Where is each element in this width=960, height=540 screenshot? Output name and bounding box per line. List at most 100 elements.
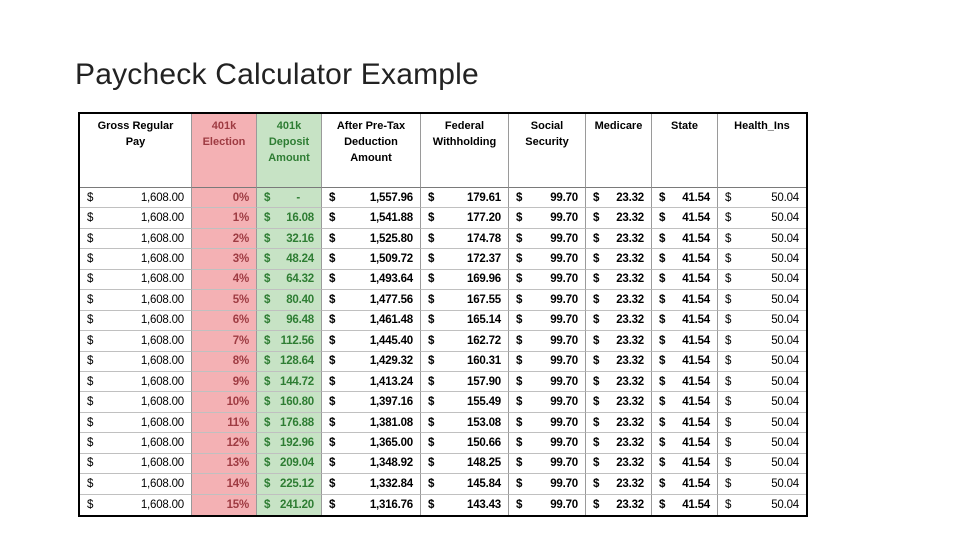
currency-symbol: $: [725, 334, 732, 347]
cell-value: 1,509.72: [369, 253, 413, 266]
cell-election: 3%: [192, 249, 257, 270]
currency-symbol: $: [725, 293, 732, 306]
cell-value: 41.54: [682, 293, 710, 306]
cell-federal: $148.25: [421, 453, 509, 475]
cell-federal: $169.96: [421, 269, 509, 291]
cell-ss: $99.70: [509, 208, 586, 229]
currency-symbol: $: [516, 334, 523, 347]
cell-after: $1,413.24: [322, 371, 421, 393]
column-header-state: State: [652, 114, 718, 188]
currency-symbol: $: [329, 293, 336, 306]
cell-federal: $172.37: [421, 249, 509, 270]
cell-value: 23.32: [616, 232, 644, 245]
cell-gross: $1,608.00: [80, 310, 192, 332]
cell-value: 50.04: [771, 232, 799, 245]
cell-value: 50.04: [771, 436, 799, 449]
currency-symbol: $: [87, 396, 94, 409]
cell-ss: $99.70: [509, 474, 586, 495]
cell-value: 241.20: [280, 498, 314, 511]
column-header-after: After Pre-Tax Deduction Amount: [322, 114, 421, 188]
percent-value: 8%: [232, 355, 249, 368]
cell-health: $50.04: [718, 413, 806, 434]
cell-health: $50.04: [718, 229, 806, 250]
cell-value: 99.70: [550, 232, 578, 245]
cell-election: 13%: [192, 453, 257, 475]
cell-value: 144.72: [280, 375, 314, 388]
cell-ss: $99.70: [509, 188, 586, 209]
currency-symbol: $: [329, 232, 336, 245]
cell-value: 1,608.00: [140, 355, 184, 368]
cell-value: 80.40: [286, 293, 314, 306]
currency-symbol: $: [659, 232, 666, 245]
cell-value: 177.20: [467, 212, 501, 225]
currency-symbol: $: [87, 457, 94, 470]
cell-value: 50.04: [771, 334, 799, 347]
cell-state: $41.54: [652, 494, 718, 515]
currency-symbol: $: [593, 314, 600, 327]
cell-value: 162.72: [467, 334, 501, 347]
cell-state: $41.54: [652, 371, 718, 393]
cell-value: 1,608.00: [140, 436, 184, 449]
currency-symbol: $: [264, 457, 271, 470]
cell-value: 1,608.00: [140, 232, 184, 245]
cell-deposit: $241.20: [257, 494, 322, 515]
currency-symbol: $: [516, 457, 523, 470]
cell-value: 23.32: [616, 396, 644, 409]
currency-symbol: $: [329, 396, 336, 409]
cell-value: 16.08: [286, 212, 314, 225]
cell-health: $50.04: [718, 290, 806, 311]
cell-value: 96.48: [286, 314, 314, 327]
cell-state: $41.54: [652, 351, 718, 372]
currency-symbol: $: [659, 334, 666, 347]
currency-symbol: $: [264, 477, 271, 490]
currency-symbol: $: [593, 355, 600, 368]
cell-health: $50.04: [718, 188, 806, 209]
currency-symbol: $: [659, 498, 666, 511]
cell-health: $50.04: [718, 311, 806, 332]
cell-state: $41.54: [652, 310, 718, 332]
percent-value: 6%: [232, 314, 249, 327]
currency-symbol: $: [516, 273, 523, 286]
currency-symbol: $: [593, 273, 600, 286]
currency-symbol: $: [264, 232, 271, 245]
percent-value: 2%: [232, 232, 249, 245]
cell-federal: $150.66: [421, 433, 509, 454]
currency-symbol: $: [659, 314, 666, 327]
cell-value: 1,608.00: [140, 375, 184, 388]
cell-deposit: $192.96: [257, 433, 322, 454]
cell-value: 50.04: [771, 498, 799, 511]
cell-value: 23.32: [616, 293, 644, 306]
cell-state: $41.54: [652, 433, 718, 454]
cell-value: 148.25: [467, 457, 501, 470]
cell-federal: $157.90: [421, 371, 509, 393]
currency-symbol: $: [428, 375, 435, 388]
cell-ss: $99.70: [509, 290, 586, 311]
cell-value: 99.70: [550, 191, 578, 204]
cell-ss: $99.70: [509, 269, 586, 291]
cell-value: 50.04: [771, 355, 799, 368]
cell-after: $1,509.72: [322, 249, 421, 270]
cell-value: 23.32: [616, 416, 644, 429]
cell-value: 99.70: [550, 212, 578, 225]
currency-symbol: $: [329, 334, 336, 347]
cell-election: 1%: [192, 208, 257, 229]
cell-value: 41.54: [682, 191, 710, 204]
cell-value: 1,397.16: [369, 396, 413, 409]
cell-value: 176.88: [280, 416, 314, 429]
currency-symbol: $: [329, 314, 336, 327]
cell-after: $1,365.00: [322, 433, 421, 454]
cell-value: 99.70: [550, 334, 578, 347]
cell-after: $1,445.40: [322, 331, 421, 352]
currency-symbol: $: [659, 436, 666, 449]
cell-state: $41.54: [652, 392, 718, 413]
currency-symbol: $: [725, 191, 732, 204]
page-title: Paycheck Calculator Example: [75, 58, 479, 91]
cell-value: 64.32: [286, 273, 314, 286]
currency-symbol: $: [264, 273, 271, 286]
cell-value: 48.24: [286, 253, 314, 266]
currency-symbol: $: [725, 436, 732, 449]
currency-symbol: $: [264, 293, 271, 306]
cell-value: 41.54: [682, 273, 710, 286]
cell-value: 41.54: [682, 314, 710, 327]
cell-gross: $1,608.00: [80, 412, 192, 434]
